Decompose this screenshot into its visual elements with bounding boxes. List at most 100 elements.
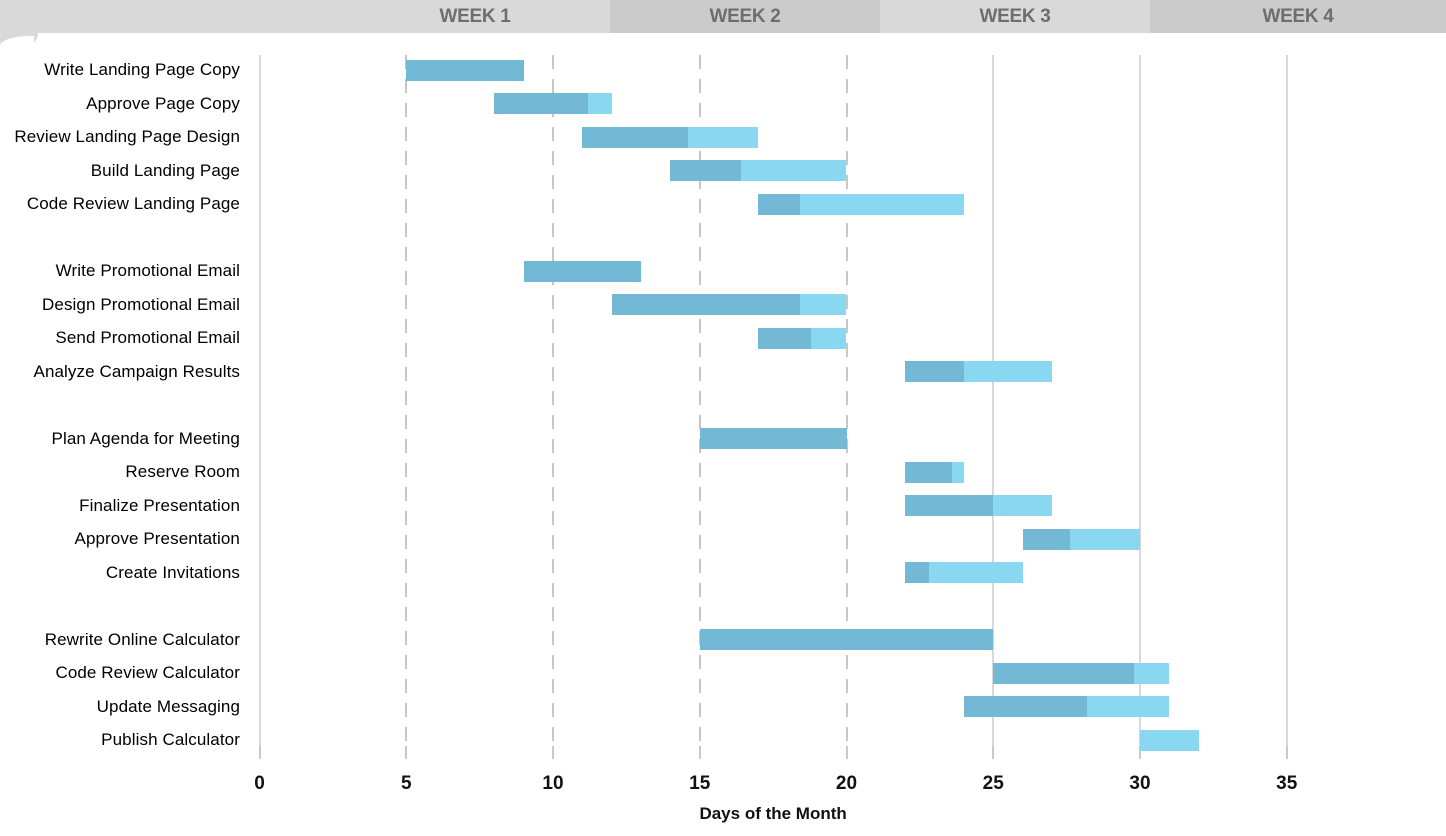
gantt-bar[interactable]	[582, 126, 759, 148]
task-label: Finalize Presentation	[79, 495, 240, 515]
task-label: Build Landing Page	[90, 160, 240, 180]
gantt-bar-remaining-segment[interactable]	[740, 160, 847, 181]
x-axis-tick-label: 5	[400, 773, 412, 794]
gantt-bar-complete-segment[interactable]	[611, 294, 800, 315]
gridline-day-25	[992, 55, 995, 746]
gantt-bar-complete-segment[interactable]	[406, 59, 524, 81]
axis-tick-day-30	[1139, 746, 1141, 759]
task-label: Write Promotional Email	[55, 261, 240, 280]
gantt-bar-complete-segment[interactable]	[905, 562, 929, 583]
x-axis-tick-label: 20	[835, 773, 858, 794]
gantt-bar-complete-segment[interactable]	[582, 126, 688, 148]
week-header-segment-2	[610, 0, 880, 33]
task-label: Create Invitations	[105, 562, 240, 582]
task-label: Design Promotional Email	[42, 294, 240, 314]
task-label: Approve Presentation	[74, 529, 240, 548]
gantt-bar[interactable]	[1140, 729, 1199, 751]
gantt-bar-remaining-segment[interactable]	[799, 294, 847, 315]
gantt-bar-complete-segment[interactable]	[494, 93, 589, 114]
gantt-bar[interactable]	[758, 327, 847, 349]
header-corner-mask	[0, 36, 34, 48]
task-label: Send Promotional Email	[55, 328, 240, 347]
task-label: Review Landing Page Design	[14, 127, 240, 146]
gantt-bar-remaining-segment[interactable]	[1134, 662, 1170, 684]
task-label: Code Review Landing Page	[26, 194, 240, 213]
x-axis-tick-label: 25	[982, 773, 1004, 794]
gantt-bar-remaining-segment[interactable]	[811, 327, 847, 349]
x-axis-tick-label: 35	[1276, 773, 1298, 794]
x-axis-tick-label: 10	[542, 773, 564, 794]
gantt-bar[interactable]	[905, 361, 1052, 382]
gantt-bar[interactable]	[963, 696, 1170, 717]
gantt-bar[interactable]	[699, 629, 994, 650]
gantt-bar-complete-segment[interactable]	[905, 495, 994, 516]
gantt-bar-remaining-segment[interactable]	[952, 461, 964, 483]
week-header-label-2: WEEK 2	[709, 5, 781, 27]
axis-tick-day-15	[698, 746, 701, 759]
gantt-bar-complete-segment[interactable]	[963, 696, 1088, 717]
task-label: Approve Page Copy	[86, 93, 240, 113]
week-header-segment-3	[880, 0, 1150, 33]
gantt-bar[interactable]	[611, 294, 847, 315]
gantt-bar-complete-segment[interactable]	[699, 629, 994, 650]
gantt-bar-remaining-segment[interactable]	[963, 361, 1052, 382]
gantt-bar-complete-segment[interactable]	[523, 260, 642, 282]
x-axis-tick-label: 15	[689, 773, 711, 794]
gridline-day-30	[1139, 55, 1141, 746]
gantt-bar-complete-segment[interactable]	[758, 327, 812, 349]
gantt-bar[interactable]	[523, 260, 642, 282]
week-header-band: WEEK 1 WEEK 2 WEEK 3 WEEK 4	[0, 0, 1446, 33]
week-header-segment-4	[1150, 0, 1446, 33]
axis-tick-day-5	[405, 746, 408, 759]
axis-tick-day-10	[552, 746, 554, 759]
gantt-bar-complete-segment[interactable]	[758, 193, 800, 215]
gantt-bar-remaining-segment[interactable]	[588, 93, 612, 114]
gantt-bar[interactable]	[406, 59, 524, 81]
gantt-bar[interactable]	[905, 495, 1052, 516]
gantt-bar[interactable]	[905, 461, 964, 483]
week-header-segment-1	[0, 0, 610, 33]
x-axis-tick-label: 0	[254, 773, 265, 794]
gantt-bar-complete-segment[interactable]	[993, 662, 1135, 684]
gridline-dashed-day-20	[845, 55, 848, 746]
gantt-bar[interactable]	[494, 93, 612, 114]
x-axis-title: Days of the Month	[699, 804, 847, 823]
axis-tick-day-0	[258, 746, 261, 759]
gridline-dashed-day-15	[698, 55, 701, 746]
gridline-dashed-day-10	[552, 55, 554, 746]
x-axis-tick-label: 30	[1129, 773, 1151, 794]
axis-tick-day-35	[1285, 746, 1288, 759]
task-label: Publish Calculator	[101, 730, 240, 749]
gantt-bar[interactable]	[758, 193, 964, 215]
task-label: Code Review Calculator	[55, 663, 240, 682]
gantt-bar[interactable]	[670, 160, 847, 181]
task-label: Plan Agenda for Meeting	[51, 428, 240, 448]
gantt-bar-complete-segment[interactable]	[905, 461, 953, 483]
task-label: Update Messaging	[96, 696, 240, 716]
gantt-bar-remaining-segment[interactable]	[688, 126, 759, 148]
gridline-day-35	[1285, 55, 1288, 746]
gantt-bar-remaining-segment[interactable]	[1087, 696, 1170, 717]
task-label: Reserve Room	[125, 462, 240, 481]
week-header-label-1: WEEK 1	[439, 5, 511, 27]
gantt-bar-remaining-segment[interactable]	[928, 562, 1023, 583]
gantt-bar-remaining-segment[interactable]	[993, 495, 1052, 516]
axis-tick-day-25	[992, 746, 995, 759]
gantt-bar-complete-segment[interactable]	[699, 428, 847, 449]
task-label: Analyze Campaign Results	[33, 361, 240, 381]
gantt-bar[interactable]	[905, 562, 1023, 583]
gantt-bar-remaining-segment[interactable]	[1069, 528, 1140, 550]
task-label: Write Landing Page Copy	[44, 60, 240, 79]
gantt-bar-remaining-segment[interactable]	[1140, 729, 1199, 751]
gantt-bar-complete-segment[interactable]	[670, 160, 741, 181]
week-header-label-3: WEEK 3	[979, 5, 1051, 27]
gantt-bar[interactable]	[1022, 528, 1140, 550]
gridline-day-0	[258, 55, 261, 746]
gantt-bar-complete-segment[interactable]	[1022, 528, 1070, 550]
gantt-bar[interactable]	[993, 662, 1170, 684]
axis-tick-day-20	[845, 746, 848, 759]
gantt-bar-complete-segment[interactable]	[905, 361, 964, 382]
gantt-bar[interactable]	[699, 428, 847, 449]
gantt-bar-remaining-segment[interactable]	[799, 193, 964, 215]
